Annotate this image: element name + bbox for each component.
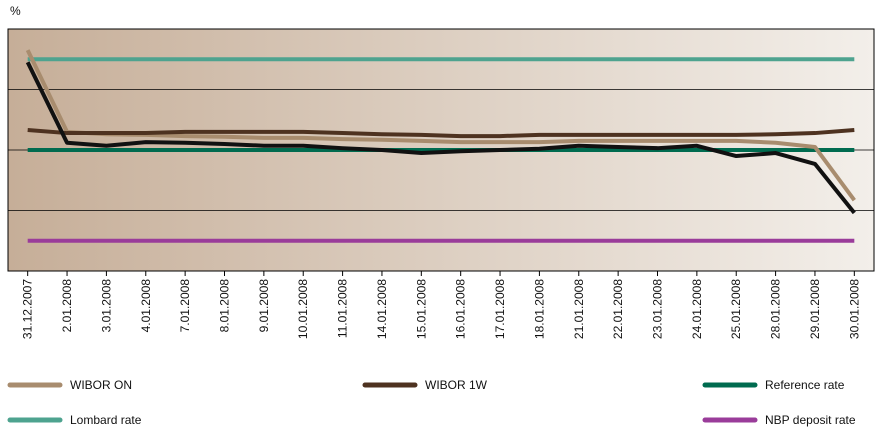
series-line [25, 49, 856, 202]
x-tick-label: 31.12.2007 [21, 279, 35, 339]
x-tick-label: 14.01.2008 [375, 279, 389, 339]
x-tick-label: 15.01.2008 [414, 279, 428, 339]
x-tick-label: 7.01.2008 [178, 279, 192, 333]
series-line [27, 128, 855, 139]
x-tick-label: 16.01.2008 [454, 279, 468, 339]
legend-label: Reference rate [765, 378, 845, 392]
x-tick-label: 4.01.2008 [139, 279, 153, 333]
x-tick-label: 8.01.2008 [218, 279, 232, 333]
legend-label: WIBOR 1W [425, 378, 488, 392]
x-tick-label: 29.01.2008 [808, 279, 822, 339]
legend-label: NBP deposit rate [765, 413, 856, 427]
x-tick-label: 30.01.2008 [847, 279, 861, 339]
x-tick-label: 18.01.2008 [532, 279, 546, 339]
legend-label: Lombard rate [70, 413, 142, 427]
x-tick-label: 9.01.2008 [257, 279, 271, 333]
x-tick-label: 10.01.2008 [296, 279, 310, 339]
legend-label: WIBOR ON [70, 378, 132, 392]
x-tick-label: 2.01.2008 [60, 279, 74, 333]
x-tick-label: 22.01.2008 [611, 279, 625, 339]
x-tick-label: 28.01.2008 [769, 279, 783, 339]
y-axis-label: % [10, 4, 21, 18]
x-tick-label: 24.01.2008 [690, 279, 704, 339]
x-tick-label: 17.01.2008 [493, 279, 507, 339]
x-tick-label: 23.01.2008 [651, 279, 665, 339]
x-tick-label: 25.01.2008 [729, 279, 743, 339]
x-tick-label: 21.01.2008 [572, 279, 586, 339]
x-tick-label: 3.01.2008 [99, 279, 113, 333]
series-line [25, 61, 856, 215]
x-tick-label: 11.01.2008 [336, 279, 350, 338]
